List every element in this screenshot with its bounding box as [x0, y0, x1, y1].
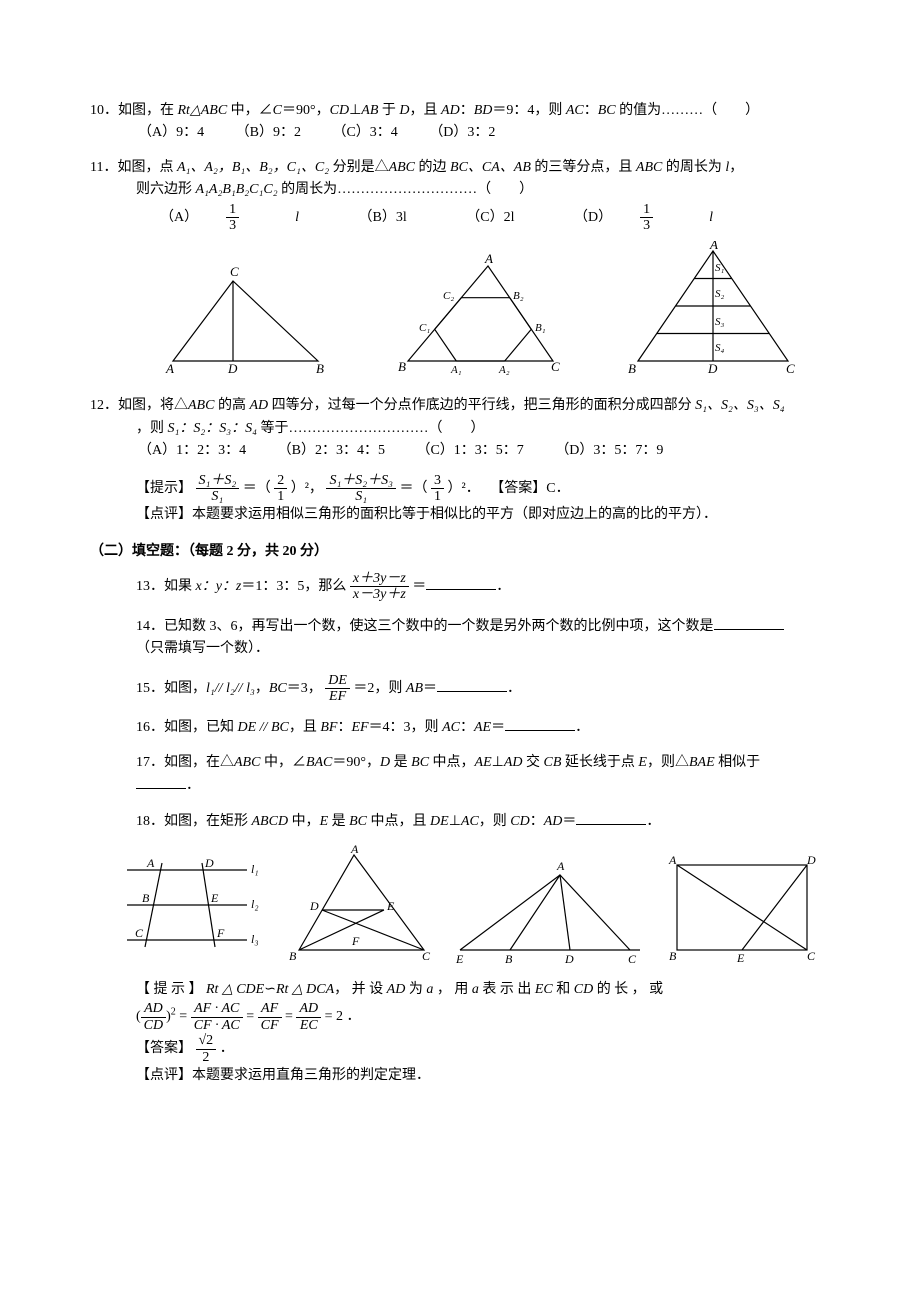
svg-text:A₁: A₁: [450, 364, 462, 376]
svg-text:C: C: [422, 949, 431, 963]
section-2-header: （二）填空题：（每题 2 分，共 20 分）: [90, 541, 830, 563]
svg-text:S₄: S₄: [715, 342, 725, 354]
svg-text:E: E: [386, 899, 395, 913]
q10-options: （A）9：4 （B）9：2 （C）3：4 （D）3：2: [138, 122, 830, 144]
svg-text:E: E: [210, 891, 219, 905]
q11-optD: （D）13 l: [574, 202, 741, 234]
q11-options: （A）13 l （B）3l （C）2l （D）13 l: [160, 202, 830, 234]
q11-diagrams: A B C D A B C A: [136, 241, 830, 381]
svg-text:C: C: [786, 361, 795, 376]
q10-optD: （D）3：2: [429, 122, 495, 144]
svg-text:D: D: [227, 361, 238, 376]
q12-num: 12．: [90, 398, 118, 413]
svg-text:E: E: [455, 952, 464, 965]
q12-optA: （A）1：2：3：4: [138, 440, 246, 462]
svg-text:F: F: [216, 926, 225, 940]
diagram-15: A D B E C F l₁ l₂ l₃: [117, 845, 267, 965]
svg-text:C₂: C₂: [443, 290, 454, 302]
question-12: 12．如图，将△ABC 的高 AD 四等分，过每一个分点作底边的平行线，把三角形…: [90, 395, 830, 526]
svg-text:C: C: [230, 264, 239, 279]
svg-text:B: B: [398, 359, 406, 374]
svg-text:S₁: S₁: [715, 262, 725, 274]
svg-text:A: A: [165, 361, 174, 376]
svg-text:A: A: [484, 251, 493, 266]
q18-answer: 【答案】 √22 ．: [136, 1033, 830, 1065]
q10-optB: （B）9：2: [236, 122, 301, 144]
question-15: 15．如图，l₁// l₂// l₃，BC＝3， DEEF ＝2，则 AB＝．: [136, 673, 830, 705]
q12-optB: （B）2：3：4：5: [278, 440, 385, 462]
diagram-11b: A B C A₁ A₂ B₁ B₂ C₁ C₂: [383, 251, 573, 381]
svg-text:l₃: l₃: [251, 932, 259, 946]
q12-comment-label: 【点评】: [136, 507, 192, 522]
q11-optC: （C）2l: [466, 207, 542, 229]
svg-text:C: C: [135, 926, 144, 940]
svg-text:S₃: S₃: [715, 316, 725, 328]
diagram-18: A D B C E: [657, 850, 827, 965]
svg-text:F: F: [351, 934, 360, 948]
q11-optB: （B）3l: [359, 207, 435, 229]
diagram-11a: A B C D: [158, 261, 338, 381]
q12-ans-label: 【答案】: [490, 481, 546, 496]
question-18: 18．如图，在矩形 ABCD 中，E 是 BC 中点，且 DE⊥AC，则 CD：…: [136, 810, 830, 833]
q15-blank: [437, 677, 507, 692]
q12-options: （A）1：2：3：4 （B）2：3：4：5 （C）1：3：5：7 （D）3：5：…: [138, 440, 830, 462]
svg-text:D: D: [564, 952, 574, 965]
svg-text:B: B: [316, 361, 324, 376]
q10-optA: （A）9：4: [138, 122, 204, 144]
svg-text:A: A: [709, 241, 718, 252]
question-17: 17．如图，在△ABC 中，∠BAC＝90°，D 是 BC 中点，AE⊥AD 交…: [136, 752, 830, 798]
q15-18-diagrams: A D B E C F l₁ l₂ l₃ A B C D E F: [114, 845, 830, 965]
svg-text:A: A: [146, 856, 155, 870]
svg-text:l₁: l₁: [251, 862, 259, 876]
q18-hint: 【 提 示 】 Rt △ CDE∽Rt △ DCA， 并 设 AD 为 a ， …: [136, 979, 830, 1001]
svg-text:B₂: B₂: [513, 290, 524, 302]
q14-blank: [714, 615, 784, 630]
q17-blank: [136, 774, 186, 789]
svg-text:S₂: S₂: [715, 288, 725, 300]
svg-text:C: C: [551, 359, 560, 374]
q11-num: 11．: [90, 160, 117, 175]
svg-text:D: D: [707, 361, 718, 376]
q12-hint-label: 【提示】: [136, 481, 192, 496]
question-13: 13．如果 x：y：z＝1：3：5，那么 x＋3y－zx－3y＋z ＝．: [136, 571, 830, 603]
q10-num: 10．: [90, 103, 118, 118]
svg-text:A: A: [668, 853, 677, 867]
q11-optA: （A）13 l: [160, 202, 327, 234]
q18-comment: 【点评】本题要求运用直角三角形的判定定理．: [136, 1065, 830, 1087]
svg-text:E: E: [736, 951, 745, 965]
question-14: 14．已知数 3、6，再写出一个数，使这三个数中的一个数是另外两个数的比例中项，…: [136, 615, 830, 661]
svg-text:D: D: [806, 853, 816, 867]
svg-text:D: D: [204, 856, 214, 870]
svg-text:C₁: C₁: [419, 322, 430, 334]
svg-text:A₂: A₂: [498, 364, 510, 376]
q16-blank: [505, 716, 575, 731]
svg-text:B: B: [142, 891, 150, 905]
q18-hint-line2: (ADCD)2 = AF · ACCF · AC = AFCF = ADEC =…: [136, 1001, 830, 1033]
svg-text:B: B: [669, 949, 677, 963]
svg-text:C: C: [807, 949, 816, 963]
q10-optC: （C）3：4: [332, 122, 397, 144]
question-11: 11．如图，点 A₁、A₂，B₁、B₂，C₁、C₂ 分别是△ABC 的边 BC、…: [90, 157, 830, 382]
svg-text:D: D: [309, 899, 319, 913]
diagram-16: A B C D E F: [274, 845, 444, 965]
svg-text:B: B: [505, 952, 513, 965]
svg-text:B₁: B₁: [535, 322, 546, 334]
question-16: 16．如图，已知 DE // BC，且 BF：EF＝4：3，则 AC：AE＝．: [136, 716, 830, 739]
svg-text:B: B: [628, 361, 636, 376]
diagram-17: A E B D C: [450, 855, 650, 965]
q18-blank: [576, 810, 646, 825]
question-10: 10．如图，在 Rt△ABC 中，∠C＝90°，CD⊥AB 于 D，且 AD：B…: [90, 100, 830, 145]
q12-optD: （D）3：5：7：9: [555, 440, 663, 462]
svg-text:A: A: [556, 859, 565, 873]
svg-text:l₂: l₂: [251, 897, 259, 911]
diagram-11c: A B C D S₁ S₂ S₃ S₄: [618, 241, 808, 381]
q12-optC: （C）1：3：5：7: [416, 440, 523, 462]
q13-blank: [426, 575, 496, 590]
svg-text:C: C: [628, 952, 637, 965]
svg-text:A: A: [350, 845, 359, 856]
svg-text:B: B: [289, 949, 297, 963]
